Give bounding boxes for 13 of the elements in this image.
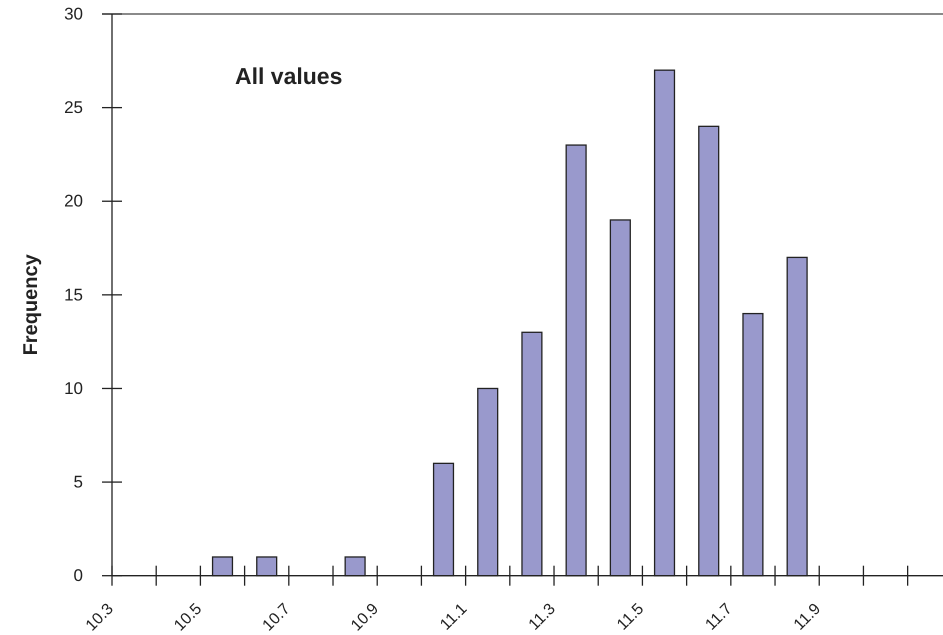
x-tick-label: 11.5	[614, 600, 648, 634]
x-tick-label: 11.1	[437, 600, 471, 634]
y-axis-title: Frequency	[20, 253, 42, 356]
text: All values	[235, 63, 342, 89]
y-tick-label: 10	[64, 378, 83, 398]
y-tick-label: 15	[64, 285, 83, 304]
y-tick-label: 30	[64, 4, 83, 24]
x-tick-label: 11.9	[790, 600, 824, 634]
y-tick-label: 0	[74, 566, 83, 586]
x-tick-label: 11.3	[526, 600, 559, 634]
y-tick-label: 25	[64, 98, 83, 118]
y-tick-label: 20	[64, 192, 83, 211]
y-tick-label: 5	[74, 472, 83, 492]
